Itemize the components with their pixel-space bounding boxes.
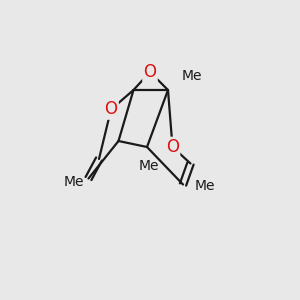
Text: O: O: [166, 138, 179, 156]
Text: Me: Me: [138, 159, 159, 173]
Text: O: O: [143, 63, 157, 81]
Text: Me: Me: [182, 68, 202, 83]
Text: Me: Me: [64, 175, 84, 188]
Text: Me: Me: [195, 179, 215, 193]
Text: O: O: [104, 100, 118, 118]
